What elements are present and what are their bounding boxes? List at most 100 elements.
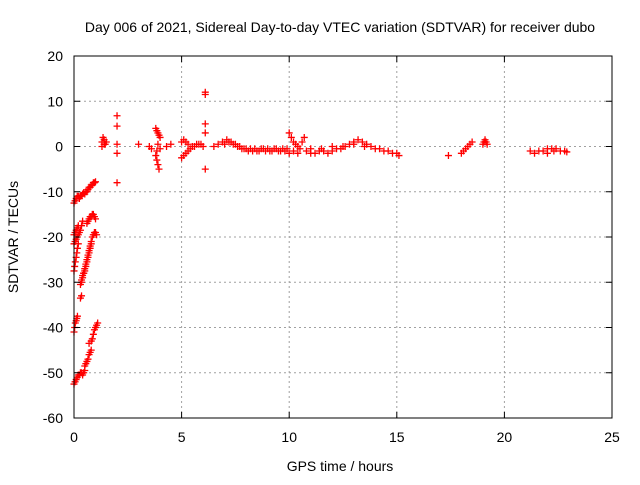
data-point	[167, 140, 175, 148]
data-point	[317, 145, 325, 153]
data-point	[367, 143, 375, 150]
data-point	[155, 165, 163, 173]
x-tick-label: 5	[178, 429, 186, 445]
data-point	[163, 143, 171, 150]
data-point	[354, 136, 362, 144]
y-tick-label: -60	[43, 410, 63, 426]
data-point	[90, 179, 98, 187]
data-point	[444, 152, 452, 160]
data-point	[83, 258, 91, 266]
data-point	[84, 355, 92, 363]
data-point	[92, 215, 100, 223]
data-points	[70, 88, 571, 388]
data-point	[147, 145, 155, 153]
data-point	[550, 147, 558, 155]
data-point	[563, 148, 571, 156]
data-point	[156, 133, 164, 141]
data-point	[229, 140, 237, 148]
data-point	[94, 319, 102, 327]
data-point	[531, 149, 539, 157]
data-point	[201, 120, 209, 128]
x-tick-label: 15	[389, 429, 405, 445]
data-point	[221, 140, 229, 148]
data-point	[272, 145, 280, 153]
data-point	[87, 346, 95, 354]
data-point	[539, 147, 547, 155]
data-point	[281, 147, 289, 155]
data-point	[113, 140, 121, 148]
y-tick-label: 20	[47, 48, 63, 64]
data-point	[78, 222, 86, 230]
data-point	[285, 129, 293, 137]
data-point	[361, 143, 369, 150]
data-point	[76, 281, 84, 289]
x-tick-label: 10	[281, 429, 297, 445]
data-point	[210, 143, 218, 150]
data-point	[201, 165, 209, 173]
data-point	[350, 140, 358, 148]
data-point	[384, 147, 392, 155]
y-tick-label: -30	[43, 274, 63, 290]
data-point	[201, 129, 209, 137]
data-point	[543, 149, 551, 157]
y-tick-label: 0	[55, 139, 63, 155]
data-point	[300, 133, 308, 141]
data-point	[376, 145, 384, 153]
y-tick-label: -50	[43, 365, 63, 381]
data-point	[483, 140, 491, 148]
data-point	[113, 122, 121, 130]
data-point	[93, 231, 101, 239]
data-point	[88, 335, 96, 343]
data-point	[339, 143, 347, 150]
data-point	[100, 140, 108, 148]
data-point	[311, 149, 319, 157]
data-point	[468, 138, 476, 146]
axis-ticks: -60 -50 -40 -30 -20 -10 0 10 20 0 5 10 15 20 25	[43, 48, 620, 445]
data-point	[153, 156, 161, 164]
data-point	[199, 143, 207, 150]
data-point	[71, 258, 79, 266]
data-point	[73, 312, 81, 320]
data-point	[287, 133, 295, 141]
data-point	[78, 276, 86, 284]
data-point	[264, 145, 272, 153]
x-tick-label: 20	[497, 429, 513, 445]
data-point	[89, 330, 97, 338]
y-axis-label: SDTVAR / TECUs	[5, 181, 21, 293]
data-point	[78, 292, 86, 300]
y-tick-label: -20	[43, 229, 63, 245]
data-point	[184, 140, 192, 148]
x-axis-label: GPS time / hours	[287, 458, 394, 474]
data-point	[113, 112, 121, 120]
data-point	[85, 249, 93, 257]
data-point	[290, 147, 298, 155]
data-point	[307, 145, 315, 153]
data-point	[86, 244, 94, 252]
y-tick-label: -40	[43, 320, 63, 336]
data-point	[87, 240, 95, 248]
x-tick-label: 0	[70, 429, 78, 445]
data-point	[154, 161, 162, 169]
grid	[74, 56, 612, 418]
data-point	[82, 262, 90, 270]
data-point	[302, 147, 310, 155]
data-point	[395, 152, 403, 160]
data-point	[154, 140, 162, 148]
data-point	[268, 147, 276, 155]
data-point	[92, 178, 100, 186]
data-point	[76, 226, 84, 234]
data-point	[294, 149, 302, 157]
data-point	[113, 149, 121, 157]
y-tick-label: 10	[47, 93, 63, 109]
data-point	[113, 179, 121, 187]
data-point	[81, 267, 89, 275]
data-point	[74, 240, 82, 248]
x-tick-label: 25	[604, 429, 620, 445]
chart-title: Day 006 of 2021, Sidereal Day-to-day VTE…	[85, 19, 595, 35]
data-point	[526, 147, 534, 155]
data-point	[201, 90, 209, 98]
data-point	[296, 145, 304, 153]
data-point	[214, 140, 222, 148]
data-point	[234, 143, 242, 150]
